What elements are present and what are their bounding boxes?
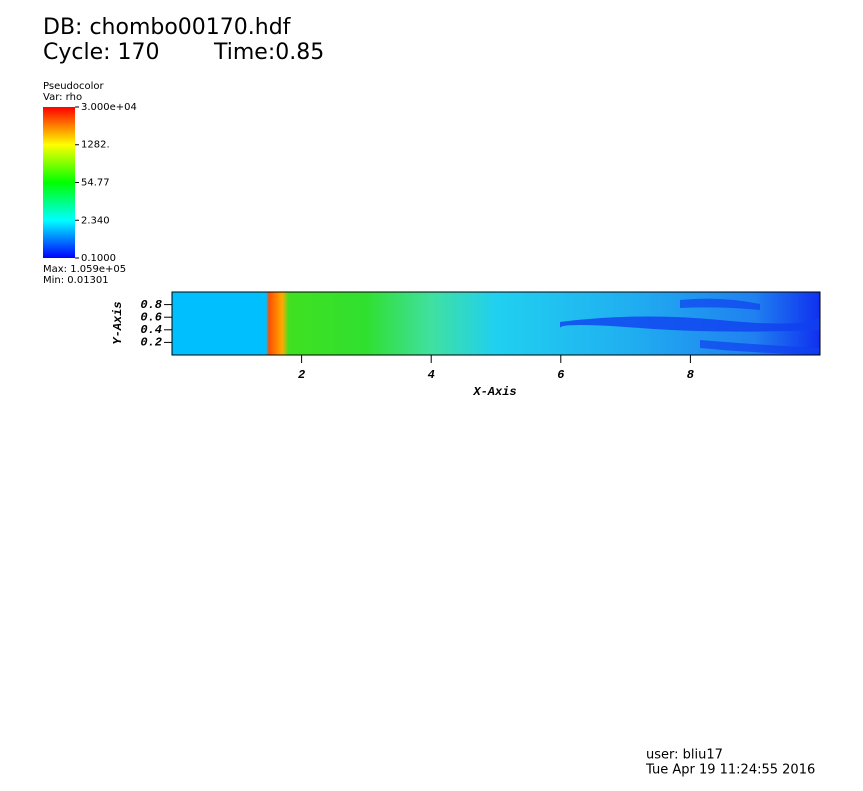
- user: user: bliu17: [646, 748, 723, 763]
- x-tick-label: 6: [557, 368, 564, 382]
- colorbar-tick-label: 3.000e+04: [81, 102, 137, 113]
- colorbar-tick-label: 2.340: [81, 215, 110, 226]
- time: Time:0.85: [213, 40, 324, 65]
- x-tick-label: 2: [298, 368, 305, 382]
- field-streak: [700, 340, 820, 354]
- field-streak: [560, 316, 820, 332]
- x-axis-label: X-Axis: [472, 385, 516, 399]
- y-tick-label: 0.4: [140, 323, 162, 337]
- colorbar-tick-label: 0.1000: [81, 253, 116, 264]
- colorbar-tick-label: 1282.: [81, 140, 110, 151]
- date: Tue Apr 19 11:24:55 2016: [645, 763, 815, 778]
- min-label: Min: 0.01301: [43, 275, 109, 286]
- colorbar-tick-label: 54.77: [81, 178, 110, 189]
- colorbar: [43, 107, 75, 258]
- database: DB: chombo00170.hdf: [43, 15, 292, 40]
- x-tick-label: 4: [428, 368, 435, 382]
- y-tick-label: 0.6: [140, 310, 162, 324]
- plot-name: Pseudocolor: [43, 81, 105, 92]
- y-tick-label: 0.8: [140, 298, 162, 312]
- max-label: Max: 1.059e+05: [43, 264, 126, 275]
- variable: Var: rho: [43, 92, 82, 103]
- y-axis-label: Y-Axis: [111, 301, 125, 344]
- y-tick-label: 0.2: [140, 336, 162, 350]
- field-streak: [680, 298, 760, 310]
- plot-frame: [171, 291, 821, 356]
- x-tick-label: 8: [687, 368, 694, 382]
- cycle: Cycle: 170: [43, 40, 160, 65]
